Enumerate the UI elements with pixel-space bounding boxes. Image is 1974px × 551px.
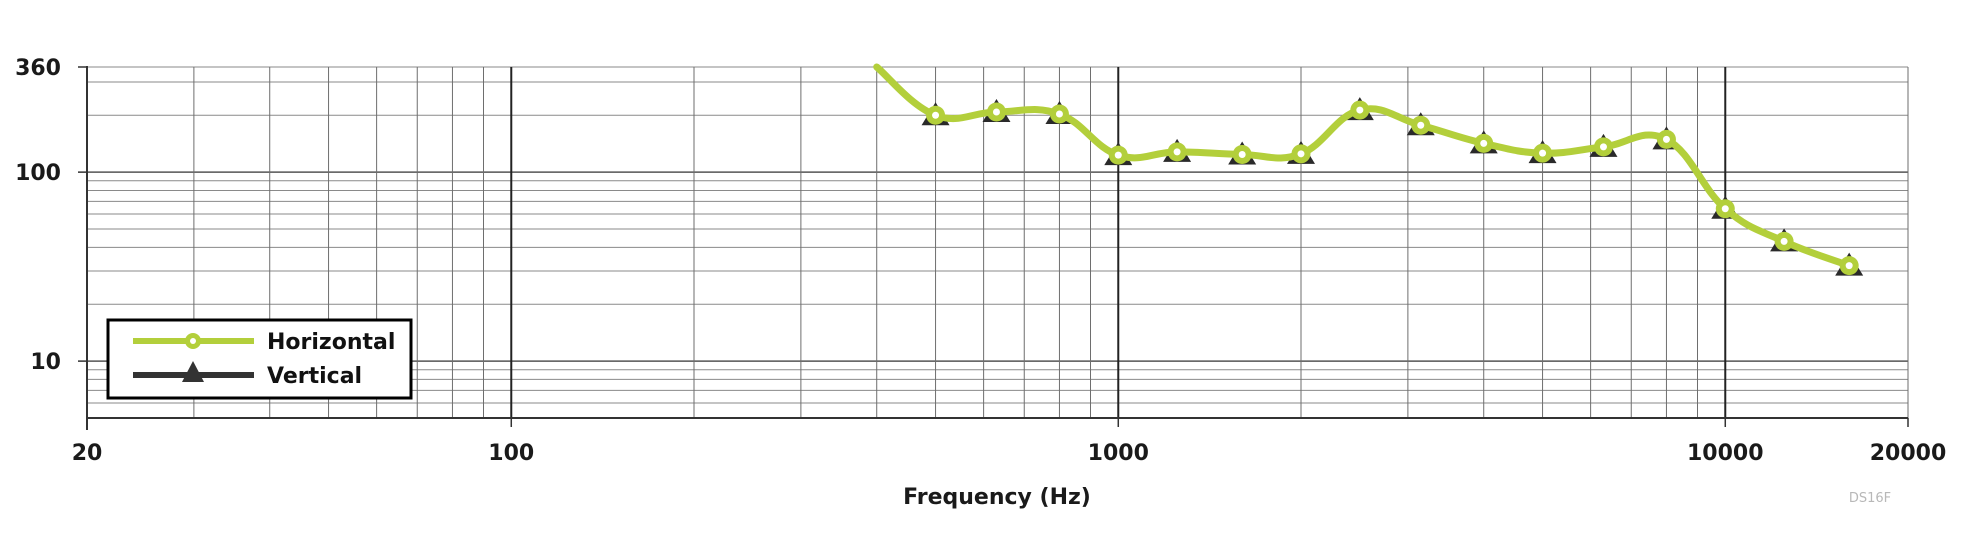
horizontal-marker-center-icon [1356,106,1364,114]
horizontal-marker-center-icon [1780,237,1788,245]
horizontal-marker-center-icon [1238,150,1246,158]
tick-labels: 360 100 10 20 100 1000 10000 20000 [15,56,1946,466]
horizontal-marker-center-icon [1055,110,1063,118]
x-tick-label: 1000 [1088,441,1149,466]
legend-vertical-triangle-marker-icon [182,361,204,382]
x-tick-label: 20 [72,441,103,466]
data-series [873,63,1864,276]
horizontal-marker-center-icon [992,108,1000,116]
watermark-code: DS16F [1849,491,1891,506]
horizontal-marker-center-icon [1173,148,1181,156]
legend-horizontal-marker-center-icon [190,338,196,344]
series-horizontal-line [873,63,1853,270]
horizontal-marker-center-icon [1662,135,1670,143]
y-tick-label: 10 [30,350,61,375]
series-vertical-line [875,65,1850,268]
horizontal-marker-center-icon [1599,143,1607,151]
x-axis-title: Frequency (Hz) [903,485,1091,510]
y-tick-label: 360 [15,56,61,81]
legend-item-horizontal: Horizontal [133,330,395,355]
y-tick-label: 100 [15,161,61,186]
horizontal-marker-center-icon [1845,262,1853,270]
horizontal-marker-center-icon [1480,139,1488,147]
horizontal-marker-center-icon [1417,121,1425,129]
horizontal-marker-center-icon [1539,149,1547,157]
horizontal-marker-center-icon [1297,150,1305,158]
x-tick-label: 20000 [1870,441,1947,466]
legend: Horizontal Vertical [106,318,413,400]
legend-item-vertical: Vertical [133,361,362,389]
horizontal-marker-center-icon [1721,205,1729,213]
legend-label-horizontal: Horizontal [267,330,395,355]
x-tick-label: 100 [488,441,534,466]
horizontal-marker-center-icon [932,111,940,119]
horizontal-marker-center-icon [1114,151,1122,159]
axes [78,66,1909,430]
x-tick-label: 10000 [1687,441,1764,466]
legend-label-vertical: Vertical [267,364,362,389]
legend-box [106,318,413,400]
